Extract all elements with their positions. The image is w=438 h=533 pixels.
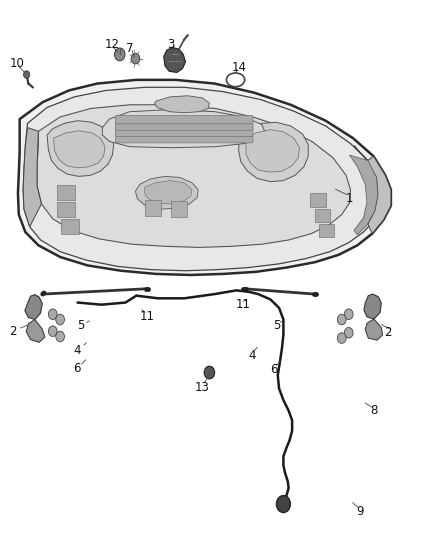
Polygon shape <box>53 131 105 168</box>
Bar <box>171 201 187 217</box>
Text: 5: 5 <box>78 319 85 333</box>
Polygon shape <box>18 80 391 275</box>
Bar <box>319 223 334 237</box>
Polygon shape <box>155 96 209 113</box>
Polygon shape <box>135 176 198 209</box>
Circle shape <box>115 48 125 61</box>
Polygon shape <box>26 319 45 342</box>
Polygon shape <box>25 295 42 319</box>
Bar <box>57 185 74 200</box>
Polygon shape <box>23 127 42 227</box>
Polygon shape <box>47 120 114 176</box>
Bar <box>315 209 330 222</box>
Circle shape <box>276 496 290 513</box>
FancyBboxPatch shape <box>116 128 253 136</box>
Text: 5: 5 <box>273 319 281 333</box>
Circle shape <box>24 71 30 78</box>
Circle shape <box>344 309 353 319</box>
Text: 6: 6 <box>270 364 278 376</box>
Circle shape <box>344 327 353 338</box>
Polygon shape <box>246 130 300 172</box>
Text: 1: 1 <box>345 192 353 205</box>
Text: 2: 2 <box>9 325 17 338</box>
Text: 13: 13 <box>195 381 210 394</box>
Polygon shape <box>102 110 265 148</box>
Bar <box>61 219 79 234</box>
Bar <box>57 202 74 216</box>
Polygon shape <box>144 181 192 204</box>
Circle shape <box>48 326 57 336</box>
Text: 11: 11 <box>236 298 251 311</box>
Text: 9: 9 <box>356 505 364 518</box>
Text: 4: 4 <box>73 344 81 357</box>
FancyBboxPatch shape <box>116 115 253 124</box>
Polygon shape <box>37 105 350 247</box>
Circle shape <box>337 333 346 343</box>
Bar <box>311 193 325 207</box>
Text: 7: 7 <box>126 42 133 54</box>
Bar <box>145 200 161 216</box>
Text: 12: 12 <box>105 38 120 51</box>
Text: 10: 10 <box>9 58 24 70</box>
Circle shape <box>337 314 346 325</box>
Polygon shape <box>350 155 378 235</box>
Polygon shape <box>365 319 383 340</box>
Text: 11: 11 <box>140 310 155 323</box>
Circle shape <box>56 331 64 342</box>
Text: 14: 14 <box>231 61 246 74</box>
Circle shape <box>131 53 140 64</box>
Circle shape <box>48 309 57 319</box>
Polygon shape <box>164 47 185 72</box>
Polygon shape <box>23 87 382 271</box>
Polygon shape <box>239 122 308 182</box>
Text: 3: 3 <box>167 38 174 51</box>
Circle shape <box>204 366 215 379</box>
Polygon shape <box>354 146 391 233</box>
Text: 2: 2 <box>385 326 392 340</box>
Text: 4: 4 <box>249 349 256 362</box>
Text: 6: 6 <box>73 362 81 375</box>
Circle shape <box>56 314 64 325</box>
Text: 8: 8 <box>371 404 378 417</box>
FancyBboxPatch shape <box>116 134 253 143</box>
Polygon shape <box>364 294 381 319</box>
FancyBboxPatch shape <box>116 122 253 130</box>
